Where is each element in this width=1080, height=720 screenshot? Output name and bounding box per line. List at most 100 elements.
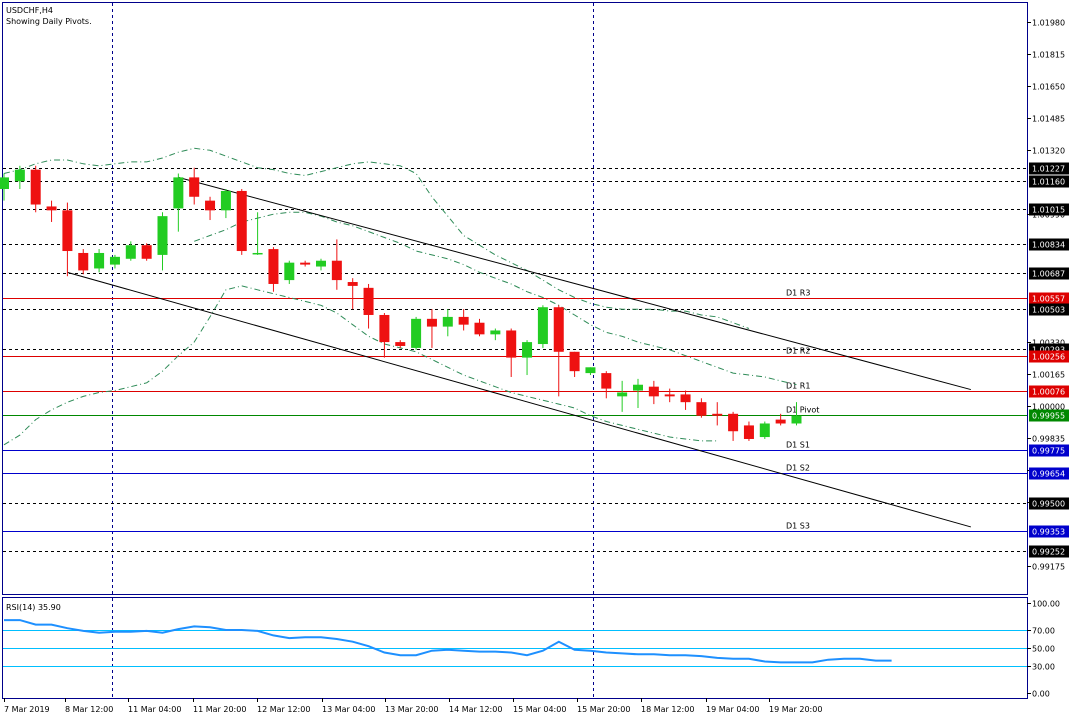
time-tick-label: 11 Mar 20:00 bbox=[193, 705, 246, 714]
candle-bull bbox=[411, 318, 422, 348]
rsi-tick-label: 50.00 bbox=[1032, 645, 1055, 654]
candle-bear bbox=[78, 252, 89, 271]
price-tick-label: 1.01485 bbox=[1032, 115, 1065, 124]
candle-bull bbox=[585, 367, 596, 374]
price-tag bbox=[1029, 444, 1069, 457]
envelope-bands bbox=[3, 147, 797, 446]
candle-bear bbox=[680, 394, 691, 403]
price-tick-label: 0.99835 bbox=[1032, 435, 1065, 444]
price-tag-text: 0.99955 bbox=[1032, 412, 1065, 421]
candle-bull bbox=[490, 330, 501, 335]
trend-channel bbox=[67, 176, 971, 528]
candle-bear bbox=[205, 200, 216, 211]
price-pane-frame bbox=[2, 2, 1028, 595]
candle-bull bbox=[252, 252, 263, 255]
price-tag-text: 1.00256 bbox=[1032, 353, 1065, 362]
price-tag bbox=[1029, 467, 1069, 480]
time-tick-label: 14 Mar 12:00 bbox=[449, 705, 502, 714]
rsi-indicator: 100.00 70.00 50.00 30.00 0.00 bbox=[3, 600, 1060, 699]
price-tag bbox=[1029, 409, 1069, 422]
price-tick-label: 1.01980 bbox=[1032, 19, 1065, 28]
candle-bear bbox=[474, 322, 485, 335]
price-tick-label: 1.01650 bbox=[1032, 83, 1065, 92]
candle-bear bbox=[569, 351, 580, 372]
rsi-title: RSI(14) 35.90 bbox=[6, 603, 61, 612]
time-tick-label: 13 Mar 04:00 bbox=[322, 705, 375, 714]
candle-bull bbox=[109, 256, 120, 265]
price-tag-text: 1.00834 bbox=[1032, 241, 1065, 250]
level-label: D1 R2 bbox=[786, 347, 810, 356]
candle-bear bbox=[395, 342, 406, 346]
candle-bear bbox=[506, 330, 517, 358]
price-tag-text: 1.00503 bbox=[1032, 306, 1065, 315]
trend-line-upper bbox=[178, 176, 971, 391]
trend-line-lower bbox=[67, 271, 971, 528]
price-tick-label: 1.01815 bbox=[1032, 51, 1065, 60]
candle-bull bbox=[791, 415, 802, 424]
candle-bull bbox=[522, 342, 533, 358]
rsi-tick-label: 100.00 bbox=[1032, 600, 1060, 609]
candle-bull bbox=[617, 392, 628, 397]
candle-bull bbox=[14, 169, 25, 182]
candle-bull bbox=[537, 307, 548, 345]
candle-bull bbox=[94, 252, 105, 269]
candle-bear bbox=[331, 260, 342, 281]
price-tag bbox=[1029, 175, 1069, 188]
level-label: D1 R1 bbox=[786, 382, 810, 391]
symbol-title: USDCHF,H4 bbox=[6, 6, 53, 15]
time-axis: 7 Mar 2019 8 Mar 12:00 11 Mar 04:00 11 Mar … bbox=[4, 698, 822, 714]
candle-bear bbox=[268, 249, 279, 284]
price-tick-label: 1.00000 bbox=[1032, 403, 1065, 412]
chart-subtitle: Showing Daily Pivots. bbox=[6, 17, 92, 26]
price-tag-text: 1.00557 bbox=[1032, 295, 1065, 304]
price-tag-text: 1.00687 bbox=[1032, 270, 1065, 279]
candle-bear bbox=[46, 206, 57, 211]
price-tag bbox=[1029, 203, 1069, 216]
price-tag bbox=[1029, 545, 1069, 558]
candle-bear bbox=[141, 245, 152, 259]
level-label: D1 S3 bbox=[786, 522, 810, 531]
candle-bear bbox=[30, 169, 41, 205]
rsi-line bbox=[4, 619, 892, 664]
time-tick-label: 12 Mar 12:00 bbox=[257, 705, 310, 714]
price-tag-text: 0.99500 bbox=[1032, 500, 1065, 509]
candle-bear bbox=[696, 402, 707, 416]
time-tick-label: 8 Mar 12:00 bbox=[65, 705, 113, 714]
price-tag bbox=[1029, 525, 1069, 538]
candle-bull bbox=[220, 190, 231, 211]
candle-bull bbox=[759, 423, 770, 438]
level-label: D1 Pivot bbox=[786, 406, 819, 415]
price-tag-text: 1.00076 bbox=[1032, 388, 1065, 397]
candle-bear bbox=[300, 262, 311, 265]
time-tick-label: 19 Mar 04:00 bbox=[706, 705, 759, 714]
price-tag-text: 0.99353 bbox=[1032, 528, 1065, 537]
price-tick-label: 1.01320 bbox=[1032, 147, 1065, 156]
time-tick-label: 15 Mar 04:00 bbox=[513, 705, 566, 714]
candle-bear bbox=[601, 373, 612, 389]
candles bbox=[0, 165, 802, 441]
envelope-upper bbox=[3, 147, 750, 329]
price-tag bbox=[1029, 292, 1069, 305]
candle-bull bbox=[125, 245, 136, 259]
candle-bull bbox=[316, 260, 326, 267]
candle-bear bbox=[426, 318, 437, 327]
price-tag bbox=[1029, 267, 1069, 280]
candle-bear bbox=[236, 190, 247, 252]
candle-bear bbox=[712, 413, 723, 416]
rsi-tick-label: 70.00 bbox=[1032, 627, 1055, 636]
time-tick-label: 11 Mar 04:00 bbox=[128, 705, 181, 714]
candle-bull bbox=[442, 316, 453, 327]
price-tag-text: 0.99252 bbox=[1032, 548, 1065, 557]
candle-bull bbox=[0, 177, 9, 190]
price-levels: D1 R3 D1 R2 D1 R1 D1 Pivot D1 S1 D1 S2 D1 S3 bbox=[3, 168, 1027, 552]
price-tags: 1.01227 1.01160 1.01015 1.00834 1.00687 1.005… bbox=[1029, 162, 1069, 558]
envelope-middle bbox=[194, 211, 797, 386]
candle-bull bbox=[284, 262, 295, 281]
price-tick-label: 1.00165 bbox=[1032, 371, 1065, 380]
candle-bear bbox=[347, 282, 358, 286]
envelope-lower bbox=[3, 285, 718, 446]
candle-bear bbox=[189, 177, 200, 197]
price-tag-text: 1.01160 bbox=[1032, 178, 1065, 187]
candle-bear bbox=[743, 425, 754, 439]
